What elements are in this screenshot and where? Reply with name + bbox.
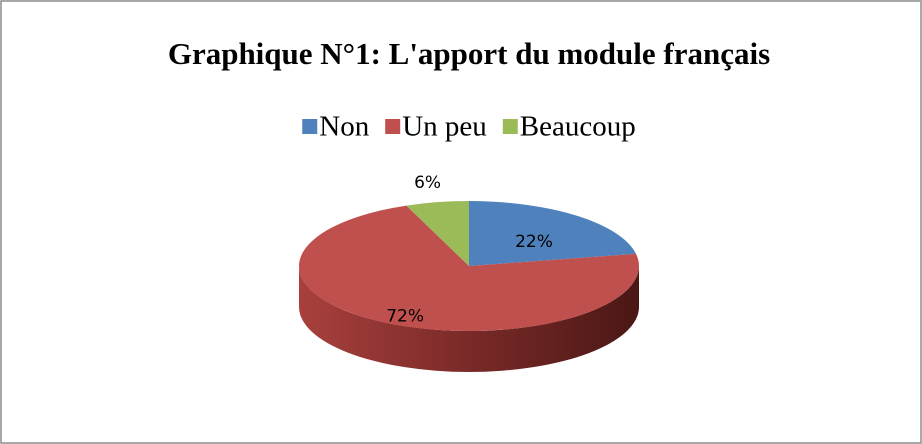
slice-side (299, 266, 639, 372)
legend-label: Beaucoup (520, 111, 636, 143)
slice (469, 201, 636, 266)
slice (406, 201, 469, 266)
legend-swatch (502, 119, 518, 134)
legend-label: Non (319, 111, 369, 143)
data-label: 6% (414, 173, 441, 193)
legend-label: Un peu (402, 111, 487, 143)
data-label: 72% (386, 306, 424, 326)
chart-title: Graphique N°1: L'apport du module frança… (168, 36, 770, 71)
slice (299, 205, 639, 331)
data-label: 22% (515, 232, 553, 252)
legend-swatch (385, 119, 401, 134)
legend-swatch (302, 119, 318, 134)
